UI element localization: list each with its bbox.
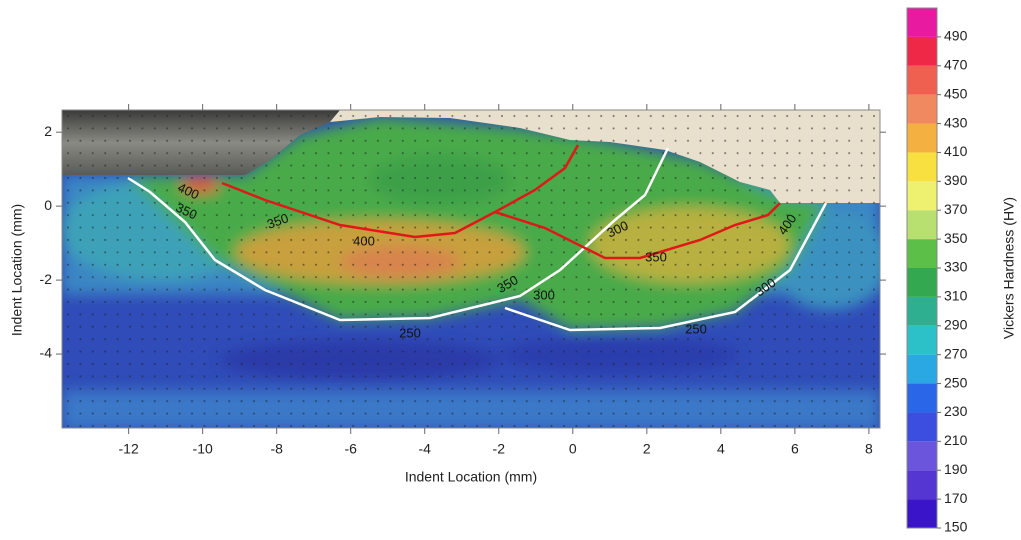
colorbar-band bbox=[907, 210, 937, 239]
colorbar-tick-label: 370 bbox=[944, 201, 968, 217]
colorbar-band bbox=[907, 470, 937, 499]
colorbar-tick-label: 470 bbox=[944, 56, 968, 72]
colorbar-band bbox=[907, 297, 937, 326]
colorbar-band bbox=[907, 384, 937, 413]
chart: Indent Location (mm) Indent Location (mm… bbox=[0, 0, 1021, 540]
colorbar-tick-label: 150 bbox=[944, 519, 968, 535]
colorbar-band bbox=[907, 37, 937, 66]
contour-label: 350 bbox=[645, 249, 667, 264]
colorbar-tick-label: 350 bbox=[944, 230, 968, 246]
colorbar-tick-label: 310 bbox=[944, 288, 968, 304]
y-axis-label: Indent Location (mm) bbox=[9, 204, 25, 336]
colorbar-tick-label: 290 bbox=[944, 316, 968, 332]
y-tick-label: 0 bbox=[44, 197, 52, 213]
contour-label: 250 bbox=[399, 325, 421, 340]
colorbar-band bbox=[907, 66, 937, 95]
colorbar-label: Vickers Hardness (HV) bbox=[1001, 197, 1017, 339]
colorbar-band bbox=[907, 124, 937, 153]
x-tick-label: 8 bbox=[865, 441, 873, 457]
x-axis-label: Indent Location (mm) bbox=[405, 469, 537, 485]
colorbar-band bbox=[907, 268, 937, 297]
colorbar-tick-label: 250 bbox=[944, 374, 968, 390]
y-tick-label: -2 bbox=[40, 271, 53, 287]
x-tick-label: -10 bbox=[193, 441, 213, 457]
colorbar-tick-label: 490 bbox=[944, 28, 968, 44]
contour-label: 300 bbox=[533, 287, 555, 302]
colorbar-band bbox=[907, 326, 937, 355]
colorbar-tick-label: 270 bbox=[944, 345, 968, 361]
colorbar-tick-label: 410 bbox=[944, 143, 968, 159]
hardness-field bbox=[60, 110, 890, 430]
colorbar-band bbox=[907, 441, 937, 470]
colorbar-tick-label: 430 bbox=[944, 114, 968, 130]
x-tick-label: 6 bbox=[791, 441, 799, 457]
colorbar-tick-label: 330 bbox=[944, 259, 968, 275]
y-tick-label: 2 bbox=[44, 123, 52, 139]
contour-label: 250 bbox=[685, 321, 707, 336]
colorbar-band bbox=[907, 8, 937, 37]
colorbar-band bbox=[907, 181, 937, 210]
x-tick-label: -12 bbox=[119, 441, 139, 457]
x-tick-label: 4 bbox=[717, 441, 725, 457]
colorbar-tick-label: 230 bbox=[944, 403, 968, 419]
colorbar-tick-label: 170 bbox=[944, 490, 968, 506]
colorbar-band bbox=[907, 95, 937, 124]
colorbar-tick-label: 210 bbox=[944, 432, 968, 448]
colorbar-band bbox=[907, 499, 937, 528]
contour-label: 400 bbox=[353, 233, 375, 248]
colorbar-tick-label: 190 bbox=[944, 461, 968, 477]
x-tick-label: -4 bbox=[419, 441, 432, 457]
x-tick-label: 0 bbox=[569, 441, 577, 457]
colorbar-band bbox=[907, 412, 937, 441]
colorbar-band bbox=[907, 239, 937, 268]
x-tick-label: 2 bbox=[643, 441, 651, 457]
x-tick-label: -6 bbox=[344, 441, 357, 457]
y-tick-label: -4 bbox=[40, 345, 53, 361]
colorbar-tick-label: 390 bbox=[944, 172, 968, 188]
colorbar-band bbox=[907, 152, 937, 181]
x-tick-label: -2 bbox=[493, 441, 506, 457]
colorbar-band bbox=[907, 355, 937, 384]
x-tick-label: -8 bbox=[270, 441, 283, 457]
colorbar-tick-label: 450 bbox=[944, 85, 968, 101]
